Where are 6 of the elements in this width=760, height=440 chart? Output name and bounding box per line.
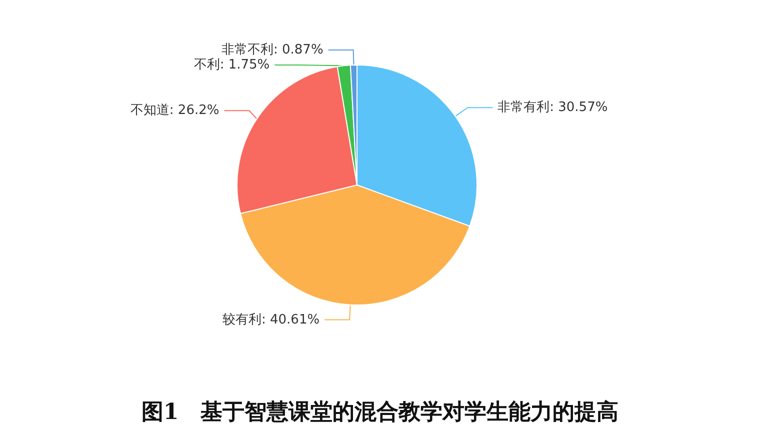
slice-label: 不利: 1.75% xyxy=(194,58,270,73)
text: 图1 基于智慧课堂的混合教学对学生能力的提高 xyxy=(141,399,619,425)
slice-label: 较有利: 40.61% xyxy=(222,312,320,328)
slice-label: 非常不利: 0.87% xyxy=(222,42,324,58)
slice-label: 不知道: 26.2% xyxy=(130,103,220,118)
slice-label: 非常有利: 30.57% xyxy=(498,100,608,116)
